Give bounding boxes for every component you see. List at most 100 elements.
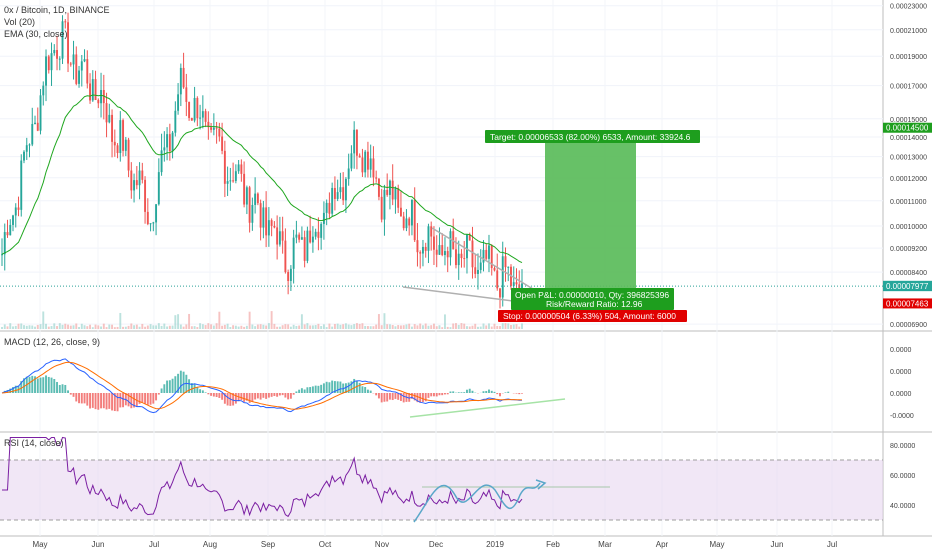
ema-legend[interactable]: EMA (30, close) xyxy=(4,29,68,39)
macd-legend[interactable]: MACD (12, 26, close, 9) xyxy=(4,337,101,347)
macd-histogram-bar xyxy=(188,379,191,393)
macd-histogram-bar xyxy=(410,393,413,399)
volume-bar xyxy=(501,323,504,329)
volume-bar xyxy=(53,323,56,329)
candle-body xyxy=(3,232,6,255)
volume-bar xyxy=(314,325,317,329)
volume-bar xyxy=(141,323,144,329)
volume-bar xyxy=(116,326,119,329)
macd-pane[interactable]: 0.0000 0.0000 0.0000 -0.0000 xyxy=(1,347,914,420)
candle-body xyxy=(441,245,444,256)
volume-bar xyxy=(292,324,295,329)
volume-bar xyxy=(477,326,479,329)
rsi-legend[interactable]: RSI (14, close) xyxy=(4,438,64,448)
volume-bar xyxy=(369,326,372,329)
candle-body xyxy=(391,180,394,200)
candle-body xyxy=(232,180,235,182)
macd-histogram-bar xyxy=(166,380,169,393)
volume-bar xyxy=(196,327,199,329)
arrow-icon xyxy=(535,479,547,490)
candle-body xyxy=(281,231,284,241)
macd-histogram-bar xyxy=(179,370,182,393)
rsi-wave-drawing[interactable] xyxy=(413,482,541,523)
macd-histogram-bar xyxy=(521,393,523,394)
volume-bar xyxy=(144,326,147,329)
upper-trendline[interactable] xyxy=(431,227,534,290)
macd-histogram-bar xyxy=(438,393,441,396)
volume-bar xyxy=(6,326,9,329)
macd-histogram-bar xyxy=(89,393,92,409)
macd-histogram-bar xyxy=(254,393,257,400)
volume-bar xyxy=(350,325,353,329)
symbol-title[interactable]: 0x / Bitcoin, 1D, BINANCE xyxy=(4,5,110,15)
candle-body xyxy=(14,207,17,216)
candle-body xyxy=(496,270,499,289)
volume-bar xyxy=(218,311,221,329)
volume-bar xyxy=(146,325,149,329)
candle-body xyxy=(309,230,312,243)
volume-bar xyxy=(402,325,405,329)
price-tag xyxy=(883,298,932,309)
candle-body xyxy=(75,54,78,84)
price-tick-label: 0.00008400 xyxy=(890,270,927,277)
macd-histogram-bar xyxy=(234,393,237,404)
long-position-tool[interactable] xyxy=(545,141,636,306)
rsi-pane[interactable]: 80.0000 60.0000 40.0000 xyxy=(0,436,915,523)
macd-histogram-bar xyxy=(289,393,292,399)
macd-histogram-bar xyxy=(276,393,279,397)
candle-body xyxy=(515,282,518,285)
macd-trendline[interactable] xyxy=(409,398,566,418)
candle-body xyxy=(262,207,265,228)
time-tick-label: 2019 xyxy=(486,540,504,549)
macd-histogram-bar xyxy=(157,393,160,395)
time-axis[interactable]: May Jun Jul Aug Sep Oct Nov Dec 2019 Feb Mar Apr May… xyxy=(32,540,837,549)
price-axis[interactable]: 0.00023000 0.00021000 0.00019000 0.00017000… xyxy=(890,4,927,329)
volume-bar xyxy=(83,325,86,329)
candle-body xyxy=(12,215,14,225)
candle-body xyxy=(163,147,166,151)
volume-bar xyxy=(344,323,347,329)
volume-bar xyxy=(47,326,50,329)
volume-bar xyxy=(232,325,235,329)
volume-legend[interactable]: Vol (20) xyxy=(4,17,36,27)
macd-histogram-bar xyxy=(141,393,144,403)
volume-bar xyxy=(309,325,312,329)
candle-body xyxy=(69,63,72,65)
candle-body xyxy=(267,220,270,236)
macd-histogram-bar xyxy=(444,393,446,395)
candle-body xyxy=(94,79,97,100)
volume-bar xyxy=(177,314,180,329)
price-tick-label: 0.00012000 xyxy=(890,176,927,183)
macd-histogram-bar xyxy=(331,380,334,393)
candle-body xyxy=(350,153,353,169)
volume-bar xyxy=(391,325,394,329)
candle-body xyxy=(501,256,504,298)
macd-histogram-bar xyxy=(375,393,378,396)
lower-trendline[interactable] xyxy=(402,286,514,302)
candle-body xyxy=(405,218,408,229)
candle-body xyxy=(45,56,47,86)
volume-bar xyxy=(364,325,367,329)
macd-histogram-bar xyxy=(210,393,213,396)
macd-histogram-bar xyxy=(499,393,501,397)
macd-histogram-bar xyxy=(130,393,133,409)
candle-body xyxy=(245,187,248,205)
volume-bar xyxy=(111,324,114,329)
macd-histogram-bar xyxy=(204,392,207,393)
volume-bar xyxy=(210,324,213,329)
candle-body xyxy=(83,59,86,62)
volume-bar xyxy=(56,326,58,329)
volume-bar xyxy=(23,325,25,329)
macd-histogram-bar xyxy=(397,393,400,400)
time-tick-label: Jun xyxy=(771,540,784,549)
price-tick-label: 0.00013000 xyxy=(890,155,927,162)
volume-bar xyxy=(75,323,78,329)
candle-body xyxy=(91,79,94,101)
volume-bar xyxy=(185,324,188,329)
volume-bar xyxy=(482,323,485,329)
candle-body xyxy=(243,173,246,205)
volume-bar xyxy=(372,326,375,329)
macd-histogram-bar xyxy=(424,393,427,402)
volume-bar xyxy=(36,324,39,329)
